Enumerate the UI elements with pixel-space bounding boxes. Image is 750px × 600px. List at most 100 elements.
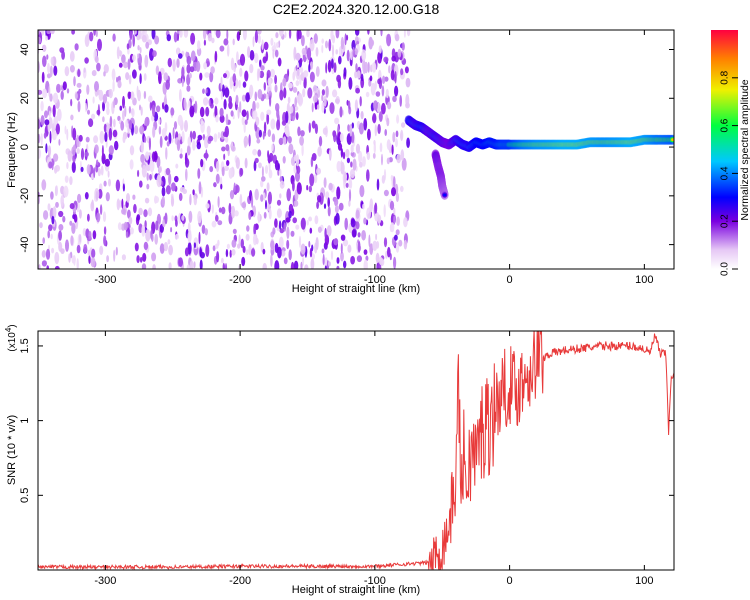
noise-blob [208,98,211,107]
noise-blob [47,62,50,74]
y-tick-label: 1.5 [19,338,31,353]
noise-blob [44,119,50,126]
noise-blob [167,239,171,245]
noise-blob [171,215,174,222]
noise-blob [217,196,220,208]
noise-blob [52,92,59,104]
noise-blob [293,200,299,207]
noise-blob [141,34,147,43]
snr-panel: -300 -200 -100 0 100 0.5 1 1.5 Height of strai… [4,324,675,596]
noise-blob [351,39,356,51]
noise-blob [132,69,137,79]
noise-blob [332,130,337,138]
noise-blob [327,206,331,217]
noise-blob [335,212,340,225]
noise-blob [156,156,161,169]
noise-blob [317,195,322,203]
noise-blob [95,30,98,38]
noise-blob [330,250,334,261]
noise-blob [139,104,141,111]
noise-blob [258,162,262,169]
noise-blob [173,121,178,130]
noise-blob [309,247,313,258]
noise-blob [282,77,287,87]
noise-blob [277,163,280,171]
branch-core [443,193,447,197]
noise-blob [293,164,297,174]
noise-blob [88,118,94,128]
noise-blob [87,213,90,222]
noise-blob [121,198,124,209]
noise-blob [345,182,349,188]
noise-blob [141,224,146,237]
noise-blob [48,85,51,98]
noise-blob [272,227,276,235]
noise-blob [393,176,396,189]
noise-blob [236,51,239,63]
noise-blob [130,227,134,235]
noise-blob [165,185,171,195]
noise-blob [321,94,324,102]
noise-blob [377,123,381,135]
noise-blob [333,62,337,73]
noise-blob [260,65,265,71]
noise-blob [263,82,266,91]
noise-blob [268,90,273,100]
noise-blob [113,249,116,262]
noise-blob [137,53,140,59]
noise-blob [361,49,367,61]
x-tick-label: 0 [507,274,513,286]
noise-blob [203,97,209,106]
noise-blob [48,224,53,232]
noise-blob [378,111,383,122]
noise-blob [254,52,259,64]
noise-blob [321,79,327,87]
noise-blob [197,210,202,224]
noise-blob [217,131,221,139]
noise-blob [103,226,107,235]
noise-blob [324,265,327,269]
noise-blob [93,30,96,36]
noise-blob [348,200,351,207]
noise-blob [323,177,327,189]
noise-blob [282,136,287,145]
noise-blob [272,48,275,59]
noise-blob [190,50,196,62]
noise-blob [199,106,205,118]
noise-blob [309,173,315,187]
noise-blob [202,88,205,94]
noise-blob [199,259,203,269]
noise-blob [229,190,235,200]
noise-blob [308,185,312,193]
noise-blob [47,230,50,239]
noise-blob [168,173,172,186]
noise-blob [315,47,319,57]
noise-region [38,30,411,269]
noise-blob [84,192,89,200]
noise-blob [220,91,223,100]
noise-blob [121,254,126,261]
noise-blob [139,256,143,263]
noise-blob [58,230,62,241]
noise-blob [203,62,208,70]
noise-blob [287,82,293,89]
noise-blob [343,260,347,269]
noise-blob [385,88,389,99]
noise-blob [363,249,368,255]
noise-blob [149,48,154,61]
noise-blob [66,162,69,170]
noise-blob [401,122,406,128]
noise-blob [126,193,130,203]
colorbar: 0.0 0.2 0.4 0.6 0.8 Normalized spectral ampl… [711,30,750,276]
snr-scale-base: (x10 [7,332,18,352]
noise-blob [275,42,279,48]
noise-blob [350,161,353,168]
noise-blob [72,127,77,141]
noise-blob [226,44,230,57]
noise-blob [145,229,151,242]
y-tick-label: 0.5 [19,488,31,503]
noise-blob [54,166,58,174]
noise-blob [136,255,140,264]
noise-blob [221,166,225,177]
noise-blob [125,119,128,128]
